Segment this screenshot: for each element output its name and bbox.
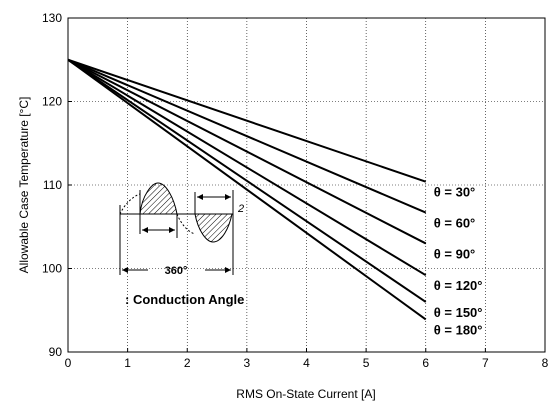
series-line — [67, 58, 427, 321]
x-tick-label: 7 — [482, 356, 489, 370]
series-line — [67, 58, 427, 214]
y-tick-label: 100 — [42, 262, 62, 276]
series-label: θ = 120° — [434, 278, 483, 293]
conduction-angle-inset: 360° 2 : Conduction Angle — [119, 182, 244, 307]
series-line — [67, 58, 427, 245]
inset-positive-half-dashed — [119, 193, 141, 215]
x-tick-label: 2 — [184, 356, 191, 370]
inset-arrowhead — [225, 194, 231, 200]
inset-arrowhead — [142, 227, 148, 233]
x-tick-label: 8 — [542, 356, 549, 370]
series-line — [67, 58, 427, 277]
inset-arrowhead — [225, 267, 231, 273]
series-label: θ = 150° — [434, 305, 483, 320]
x-tick-label: 5 — [363, 356, 370, 370]
series-label: θ = 180° — [434, 322, 483, 337]
y-tick-label: 130 — [42, 11, 62, 25]
inset-marker: 2 — [237, 203, 244, 215]
series-lines — [67, 58, 427, 321]
inset-arrowhead — [197, 194, 203, 200]
series-label: θ = 90° — [434, 246, 476, 261]
inset-arrowhead — [122, 267, 128, 273]
y-tick-label: 110 — [43, 178, 62, 192]
series-labels: θ = 30° θ = 60° θ = 90° θ = 120° θ = 150° θ =… — [434, 185, 483, 338]
inset-positive-half-hatched — [139, 182, 178, 215]
y-tick-label: 90 — [49, 345, 63, 359]
inset-negative-half-dashed — [176, 213, 196, 235]
y-tick-label: 120 — [42, 95, 62, 109]
x-tick-label: 4 — [303, 356, 310, 370]
inset-negative-half-hatched — [194, 213, 233, 243]
x-tick-label: 0 — [65, 356, 72, 370]
x-axis: 0 1 2 3 4 5 6 7 8 — [65, 348, 549, 370]
x-tick-label: 6 — [422, 356, 429, 370]
series-line — [67, 58, 427, 303]
y-axis: 90 100 110 120 130 — [42, 11, 72, 359]
x-tick-label: 1 — [124, 356, 131, 370]
inset-arrowhead — [169, 227, 175, 233]
x-tick-label: 3 — [244, 356, 251, 370]
x-axis-title: RMS On-State Current [A] — [236, 387, 375, 401]
inset-period-label: 360° — [165, 265, 188, 277]
inset-legend-text: : Conduction Angle — [125, 292, 244, 307]
y-axis-title: Allowable Case Temperature [°C] — [17, 97, 31, 274]
series-label: θ = 60° — [434, 216, 476, 231]
series-label: θ = 30° — [434, 185, 476, 200]
series-line — [67, 58, 427, 183]
